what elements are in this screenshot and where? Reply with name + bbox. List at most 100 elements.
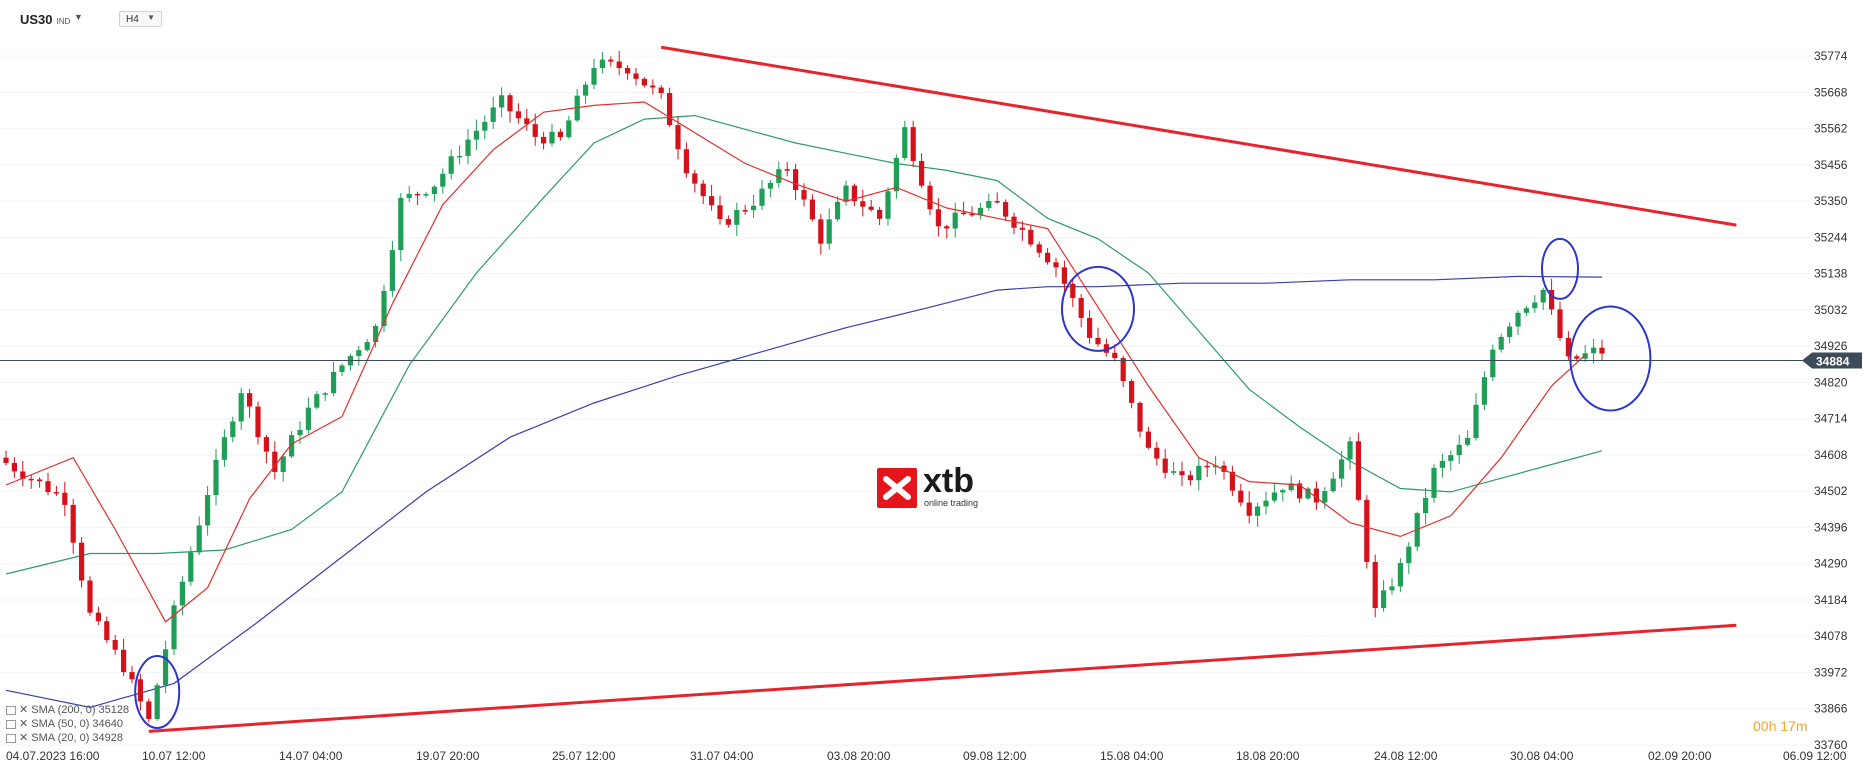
chevron-down-icon[interactable]: ▼ [74,12,83,22]
y-tick-label: 34290 [1814,557,1848,571]
candle-body [994,200,1000,203]
candle-body [213,459,219,496]
close-icon[interactable]: ✕ [19,704,29,716]
candle-body [431,186,437,195]
legend-sma-50[interactable]: ✕ SMA (50, 0) 34640 [6,717,123,730]
candle-body [1532,302,1538,309]
y-tick-label: 33866 [1814,702,1848,716]
candle-body [205,495,211,526]
x-tick-label: 19.07 20:00 [416,749,480,763]
y-tick-label: 35456 [1814,158,1848,172]
candle-body [557,131,563,138]
candle-body [129,672,135,680]
x-tick-label: 24.08 12:00 [1374,749,1438,763]
candle-body [1523,308,1529,313]
candle-body [1103,344,1109,353]
candle-body [1582,353,1588,359]
candle-body [1078,297,1084,318]
candle-body [331,371,337,394]
candle-body [230,421,236,438]
trendline[interactable] [148,623,1737,733]
candle-body [37,479,43,482]
timeframe-select[interactable]: H4 ▼ [119,11,162,27]
candle-body [818,219,824,244]
x-axis: 04.07.2023 16:00 10.07 12:00 14.07 04:00 19… [6,749,1847,763]
candle-body [1288,483,1294,491]
y-tick-label: 35562 [1814,122,1848,136]
candle-body [305,407,311,430]
candle-body [1364,499,1370,562]
candle-body [1221,465,1227,472]
candle-body [440,173,446,187]
candle-body [667,93,673,126]
candle-body [70,504,76,543]
candle-body [406,193,412,198]
highlight-circle [134,654,181,729]
candle-body [1557,309,1563,338]
candle-body [1070,283,1076,298]
x-tick-label: 15.08 04:00 [1100,749,1164,763]
y-tick-label: 34396 [1814,520,1848,534]
y-tick-label: 34820 [1814,375,1848,389]
sma-200-line [5,275,1603,709]
candle-body [515,111,521,119]
indicator-settings-icon[interactable] [6,705,16,715]
x-tick-label: 10.07 12:00 [142,749,206,763]
symbol-label[interactable]: US30 IND [20,12,70,27]
candle-body [776,169,782,183]
close-icon[interactable]: ✕ [19,732,29,744]
price-tag [1802,352,1862,369]
x-tick-label: 04.07.2023 16:00 [6,749,100,763]
legend-sma-200[interactable]: ✕ SMA (200, 0) 35128 [6,703,129,716]
y-axis: 35774 35668 35562 35456 35350 35244 35138 35032… [1802,49,1862,752]
candle-body [650,85,656,88]
candle-body [188,552,194,582]
candle-body [79,542,85,581]
candle-body [221,437,227,460]
candle-body [1322,491,1328,503]
candle-body [137,679,143,702]
y-tick-label: 33760 [1814,738,1848,752]
x-tick-label: 14.07 04:00 [279,749,343,763]
candle-body [1439,460,1445,468]
candle-body [524,118,530,125]
candle-body [793,169,799,191]
x-tick-label: 30.08 04:00 [1510,749,1574,763]
candle-body [1171,471,1177,473]
countdown-hours: 00h [1753,718,1777,734]
candle-body [364,342,370,351]
candle-body [759,188,765,206]
y-tick-label: 33972 [1814,665,1848,679]
candle-body [1036,244,1042,253]
candle-body [154,685,160,719]
candle-body [415,193,421,196]
candle-body [583,84,589,96]
legend-sma-20[interactable]: ✕ SMA (20, 0) 34928 [6,731,123,744]
candle-body [1490,349,1496,378]
indicator-settings-icon[interactable] [6,719,16,729]
candle-body [784,169,790,171]
candle-body [473,130,479,140]
y-tick-label: 35138 [1814,267,1848,281]
candle-body [1246,502,1252,516]
y-tick-label: 34502 [1814,484,1848,498]
candle-body [591,67,597,85]
indicator-settings-icon[interactable] [6,733,16,743]
candle-body [45,481,51,493]
candle-body [1196,465,1202,481]
candle-body [1473,404,1479,439]
y-tick-label: 34078 [1814,629,1848,643]
chevron-down-icon: ▼ [147,13,155,22]
candle-body [247,393,253,407]
candle-body [927,185,933,210]
candle-body [1423,497,1429,514]
candle-body [952,212,958,229]
trendline[interactable] [660,45,1737,227]
sma-20-path [5,101,1586,623]
close-icon[interactable]: ✕ [19,718,29,730]
highlight-circle [1541,237,1579,300]
y-tick-label: 35350 [1814,194,1848,208]
logo-tagline: online trading [924,498,979,508]
candle-body [1599,347,1605,354]
